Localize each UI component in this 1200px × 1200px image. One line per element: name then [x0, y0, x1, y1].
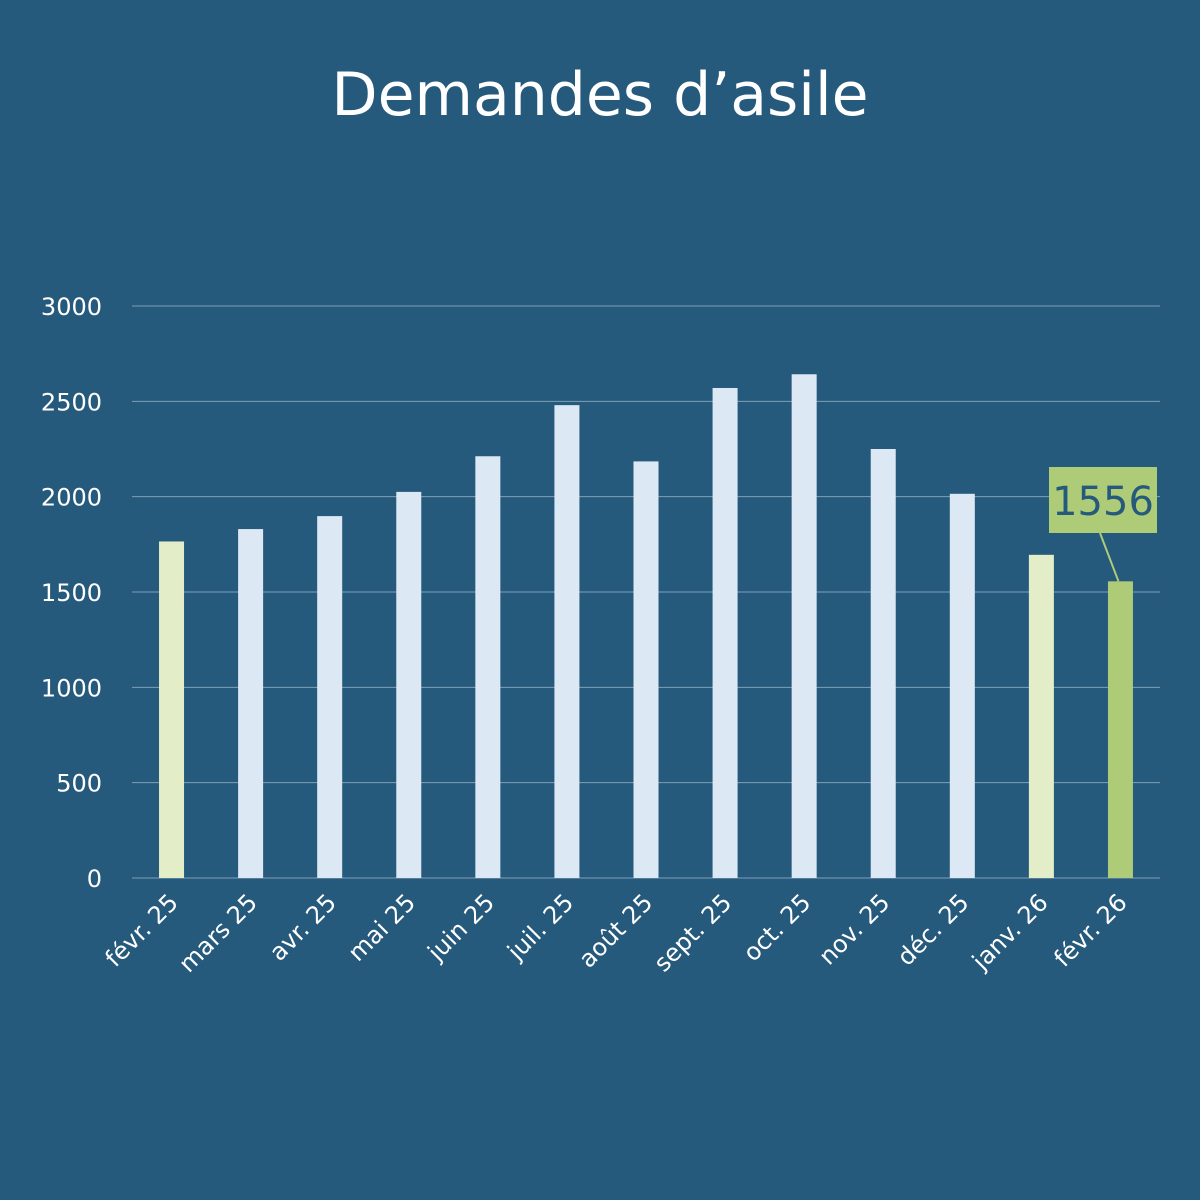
x-tick-label: juin 25 — [422, 888, 500, 966]
bar-10 — [949, 493, 975, 878]
bar-9 — [870, 449, 896, 878]
x-tick-label: janv. 26 — [966, 888, 1053, 975]
x-tick-label: mai 25 — [343, 888, 421, 966]
data-label-callout: 1556 — [1049, 467, 1157, 582]
bars — [159, 374, 1133, 878]
x-tick-label: sept. 25 — [648, 888, 737, 977]
bar-0 — [159, 541, 185, 878]
bar-5 — [554, 405, 580, 878]
x-tick-label: août 25 — [573, 888, 658, 973]
bar-7 — [712, 387, 738, 878]
bar-2 — [317, 516, 343, 878]
callout-value-label: 1556 — [1052, 479, 1154, 525]
bar-4 — [475, 456, 501, 878]
x-tick-label: oct. 25 — [738, 888, 817, 967]
bar-12 — [1107, 581, 1133, 878]
y-tick-label: 1500 — [41, 579, 102, 607]
x-tick-label: avr. 25 — [264, 888, 342, 966]
callout-box — [1049, 467, 1157, 533]
y-tick-label: 1000 — [41, 674, 102, 702]
chart-title: Demandes d’asile — [331, 60, 869, 130]
bar-1 — [238, 529, 264, 878]
y-tick-label: 2000 — [41, 484, 102, 512]
y-axis-tick-labels: 0 500 1000 1500 2000 2500 3000 — [41, 293, 102, 893]
y-tick-label: 3000 — [41, 293, 102, 321]
x-tick-label: nov. 25 — [813, 888, 895, 970]
bar-11 — [1028, 554, 1054, 878]
x-tick-label: févr. 26 — [1049, 888, 1133, 972]
y-tick-label: 0 — [87, 865, 102, 893]
callout-leader-line — [1099, 532, 1120, 582]
y-tick-label: 2500 — [41, 388, 102, 416]
bar-8 — [791, 374, 817, 878]
x-tick-label: juil. 25 — [501, 888, 579, 966]
y-tick-label: 500 — [56, 770, 102, 798]
x-tick-label: mars 25 — [173, 888, 263, 978]
x-tick-label: déc. 25 — [892, 888, 975, 971]
x-tick-label: févr. 25 — [100, 888, 184, 972]
bar-3 — [396, 491, 422, 878]
bar-6 — [633, 461, 659, 878]
